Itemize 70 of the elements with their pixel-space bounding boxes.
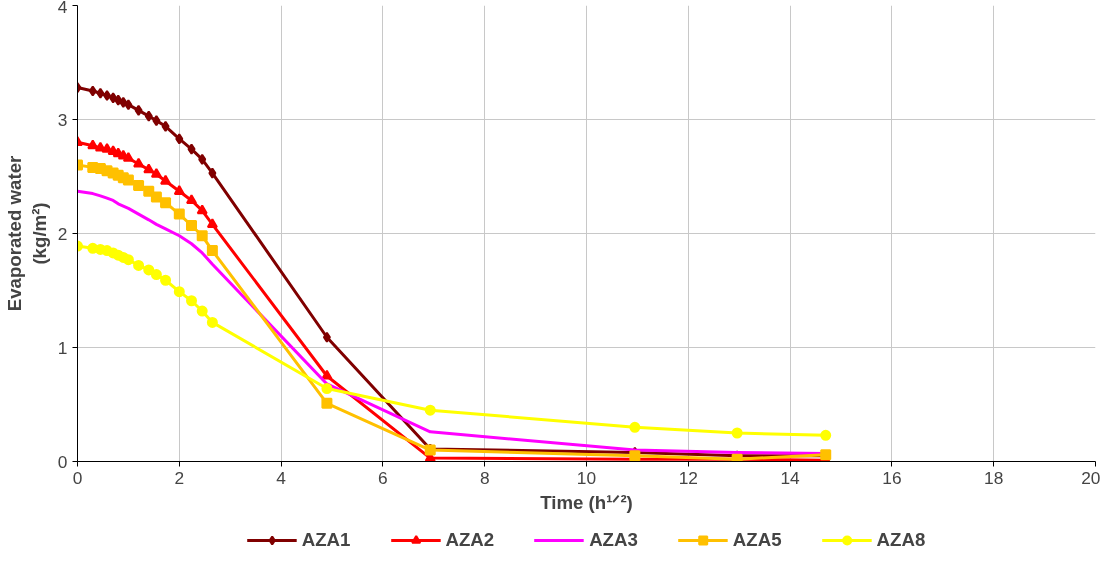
point: [161, 120, 170, 132]
y-tick-label: 4: [57, 0, 68, 17]
x-tick-label: 4: [276, 467, 287, 488]
x-tick-label: 2: [174, 467, 185, 488]
x-tick-label: 12: [678, 467, 698, 488]
point: [160, 197, 172, 209]
point: [321, 397, 333, 409]
x-tick-label: 0: [72, 467, 83, 488]
point: [173, 185, 185, 195]
point: [820, 429, 832, 441]
y-axis-title: Evaporated water (kg/m²): [3, 155, 50, 312]
legend-label: AZA1: [301, 529, 351, 551]
point: [321, 369, 333, 380]
point: [322, 331, 331, 343]
legend-label: AZA3: [589, 529, 638, 551]
x-axis-title: Time (h¹ᐟ²): [540, 491, 633, 513]
point: [206, 245, 218, 257]
point: [196, 230, 208, 242]
y-tick-label: 1: [57, 337, 68, 358]
point: [424, 404, 436, 416]
point: [134, 104, 143, 116]
y-tick-label: 3: [57, 109, 68, 130]
legend-label: AZA2: [445, 529, 495, 551]
point: [208, 167, 217, 179]
point: [152, 115, 161, 127]
point: [173, 286, 185, 298]
point: [175, 133, 184, 145]
point: [196, 305, 208, 317]
point: [187, 143, 196, 155]
point: [122, 152, 134, 162]
point: [186, 194, 198, 205]
point: [629, 421, 641, 433]
point: [321, 383, 333, 395]
point: [173, 208, 185, 220]
point: [160, 174, 172, 185]
point: [150, 168, 162, 178]
point: [150, 191, 162, 203]
y-tick-label: 0: [57, 451, 68, 472]
point: [731, 427, 743, 439]
point: [198, 153, 207, 165]
point: [119, 96, 128, 108]
point: [133, 259, 145, 271]
point: [133, 180, 145, 192]
point: [206, 218, 218, 228]
point: [143, 163, 155, 174]
x-tick-label: 14: [780, 467, 801, 488]
point: [186, 295, 198, 307]
point: [109, 92, 118, 104]
point: [88, 85, 97, 97]
x-tick-label: 8: [479, 467, 490, 488]
point: [122, 174, 134, 186]
point: [144, 110, 153, 122]
point: [96, 87, 105, 99]
point: [206, 316, 218, 328]
x-tick-label: 10: [576, 467, 597, 488]
x-tick-label: 6: [378, 467, 388, 488]
x-tick-label: 20: [1081, 467, 1101, 488]
point: [186, 220, 198, 232]
point: [150, 269, 162, 281]
point: [160, 274, 172, 286]
point: [133, 157, 145, 168]
point: [124, 99, 133, 111]
x-tick-label: 16: [882, 467, 902, 488]
x-tick-label: 18: [984, 467, 1004, 488]
point: [103, 90, 112, 102]
point: [114, 94, 123, 106]
y-tick-label: 2: [57, 223, 68, 244]
point: [196, 204, 208, 215]
legend-label: AZA8: [876, 529, 926, 551]
legend-label: AZA5: [732, 529, 782, 551]
